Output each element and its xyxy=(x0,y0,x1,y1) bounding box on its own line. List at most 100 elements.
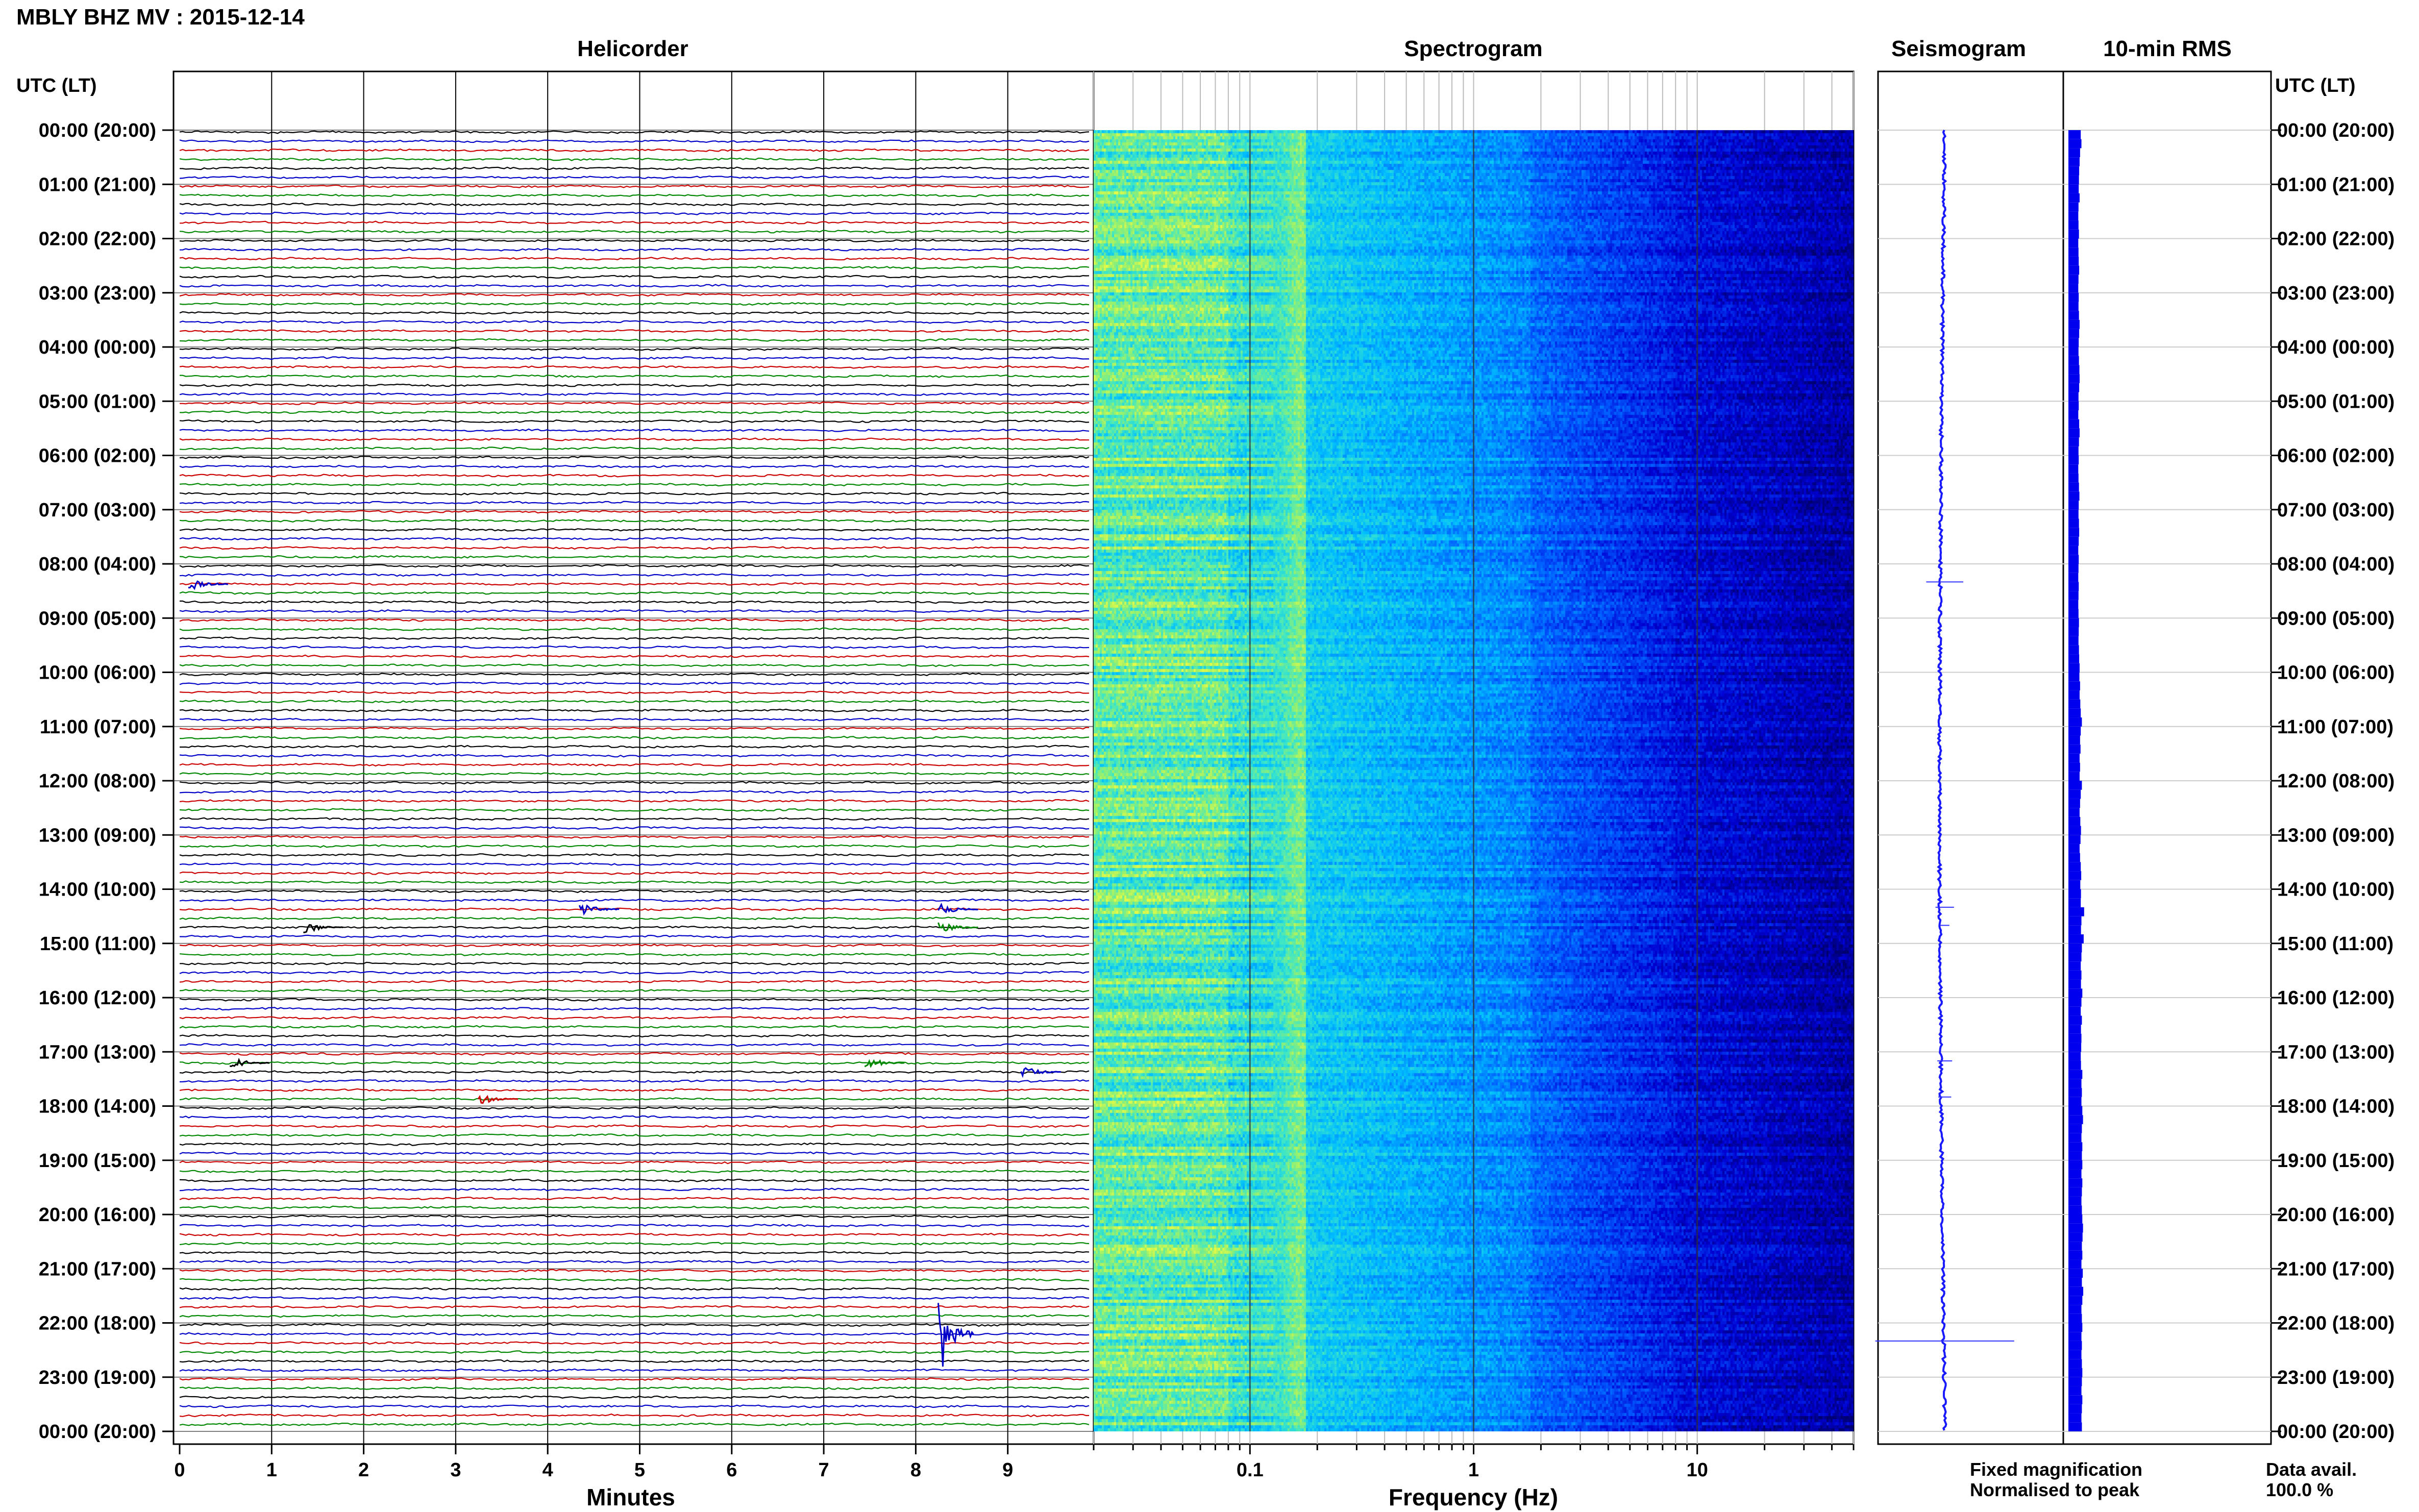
rms-bar xyxy=(2068,1070,2083,1079)
rms-bar xyxy=(2068,175,2079,185)
rms-bar xyxy=(2068,1106,2083,1116)
helicorder-trace xyxy=(179,727,1090,731)
rms-bar xyxy=(2068,735,2080,745)
rms-bar xyxy=(2068,600,2079,609)
helicorder-trace xyxy=(179,700,1090,704)
helicorder-trace xyxy=(179,1269,1090,1273)
rms-bar xyxy=(2068,564,2079,573)
time-label-left: 02:00 (22:00) xyxy=(39,229,156,250)
helicorder-tick-label: 6 xyxy=(726,1459,737,1481)
helicorder-trace xyxy=(179,338,1090,342)
rms-bar xyxy=(2068,256,2079,266)
spectrogram-tick-label: 1 xyxy=(1468,1459,1479,1481)
helicorder-trace xyxy=(179,564,1090,568)
time-label-left: 08:00 (04:00) xyxy=(39,554,156,575)
rms-bar xyxy=(2068,157,2080,166)
time-label-left: 14:00 (10:00) xyxy=(39,879,156,901)
rms-bar xyxy=(2068,1223,2083,1233)
helicorder-trace xyxy=(179,944,1090,948)
rms-bar xyxy=(2068,672,2080,682)
helicorder-trace xyxy=(179,998,1090,1002)
rms-bar xyxy=(2068,1169,2082,1179)
helicorder-trace xyxy=(179,365,1090,369)
rms-bar xyxy=(2068,247,2079,257)
helicorder-trace xyxy=(179,1251,1090,1255)
helicorder-trace xyxy=(180,1061,1090,1065)
data-avail-label: Data avail. xyxy=(2266,1459,2357,1480)
helicorder-trace xyxy=(179,1178,1090,1182)
rms-bar xyxy=(2068,708,2081,718)
rms-bar xyxy=(2068,1386,2082,1396)
rms-bar xyxy=(2068,555,2079,564)
rms-bar xyxy=(2068,808,2080,817)
rms-bar xyxy=(2068,726,2081,736)
helicorder-trace xyxy=(179,907,1090,911)
helicorder-trace xyxy=(180,934,1090,938)
rms-bar xyxy=(2068,745,2081,754)
helicorder-trace xyxy=(179,690,1090,695)
helicorder-trace xyxy=(179,1070,1090,1074)
time-label-right: 07:00 (03:00) xyxy=(2277,500,2395,521)
time-label-left: 04:00 (00:00) xyxy=(39,337,156,358)
helicorder-trace xyxy=(179,817,1090,821)
helicorder-tick-label: 7 xyxy=(819,1459,829,1481)
helicorder-trace xyxy=(179,537,1090,541)
helicorder-trace xyxy=(179,663,1090,667)
helicorder-trace xyxy=(179,284,1090,288)
rms-bar xyxy=(2068,880,2081,889)
helicorder-event xyxy=(230,1057,270,1068)
helicorder-trace xyxy=(179,491,1090,495)
rms-bar xyxy=(2068,573,2079,582)
helicorder-trace xyxy=(179,1052,1090,1056)
helicorder-trace xyxy=(179,1205,1090,1209)
rms-bar xyxy=(2068,1196,2082,1206)
rms-bar xyxy=(2068,1160,2083,1170)
rms-bar xyxy=(2068,898,2081,907)
rms-bar xyxy=(2068,1395,2083,1404)
rms-bar xyxy=(2068,871,2082,880)
rms-bar xyxy=(2068,1033,2082,1043)
rms-bar xyxy=(2068,139,2082,148)
time-label-left: 17:00 (13:00) xyxy=(39,1042,156,1063)
time-label-right: 22:00 (18:00) xyxy=(2277,1313,2395,1334)
helicorder-x-label: Minutes xyxy=(586,1484,675,1510)
rms-bar xyxy=(2068,961,2081,971)
helicorder-traces xyxy=(179,130,1090,1426)
seismogram-trace-group xyxy=(1875,130,2014,1431)
rms-bar xyxy=(2068,1205,2082,1214)
rms-bar xyxy=(2068,220,2079,230)
helicorder-trace xyxy=(179,1007,1090,1011)
rms-bar xyxy=(2068,311,2079,320)
helicorder-trace xyxy=(179,717,1090,722)
rms-bar xyxy=(2068,455,2079,465)
rms-bar xyxy=(2068,202,2079,212)
helicorder-trace xyxy=(179,447,1090,451)
rms-bar xyxy=(2068,1286,2084,1296)
helicorder-trace xyxy=(179,971,1090,975)
rms-bar xyxy=(2068,627,2079,636)
helicorder-trace xyxy=(179,148,1090,152)
data-avail-value: 100.0 % xyxy=(2266,1479,2333,1500)
helicorder-trace xyxy=(179,410,1090,414)
helicorder-trace xyxy=(179,419,1090,424)
helicorder-trace xyxy=(179,1296,1090,1300)
helicorder-trace xyxy=(179,1232,1090,1237)
rms-bar xyxy=(2068,184,2079,193)
helicorder-trace xyxy=(179,175,1090,180)
helicorder-trace xyxy=(179,645,1090,649)
time-label-left: 15:00 (11:00) xyxy=(40,933,156,955)
rms-bar xyxy=(2068,482,2079,492)
time-label-left: 10:00 (06:00) xyxy=(39,662,156,684)
helicorder-event xyxy=(303,924,343,933)
helicorder-tick-label: 5 xyxy=(634,1459,645,1481)
rms-bar xyxy=(2068,663,2080,673)
rms-bar xyxy=(2068,374,2080,383)
helicorder-trace xyxy=(179,961,1090,965)
rms-bar xyxy=(2068,1250,2083,1260)
rms-bar xyxy=(2068,365,2080,375)
helicorder-trace xyxy=(179,211,1090,215)
legend-normalised-to-peak: Normalised to peak xyxy=(1970,1479,2140,1500)
time-label-left: 21:00 (17:00) xyxy=(39,1258,156,1280)
helicorder-trace xyxy=(179,618,1090,622)
